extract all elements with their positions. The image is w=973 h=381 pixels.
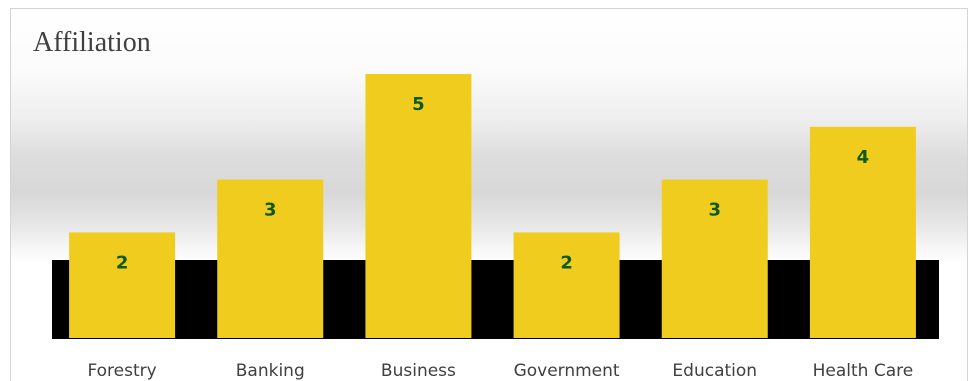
x-tick-label: Forestry bbox=[87, 361, 156, 381]
bar-government bbox=[514, 232, 620, 338]
data-label: 5 bbox=[412, 94, 425, 115]
x-axis-tick-labels: Forestry Banking Business Government Educati… bbox=[87, 361, 913, 381]
bar-forestry bbox=[69, 232, 175, 338]
x-tick-label: Government bbox=[514, 361, 620, 381]
x-tick-label: Business bbox=[381, 361, 456, 381]
x-tick-label: Health Care bbox=[813, 361, 914, 381]
x-tick-label: Education bbox=[672, 361, 757, 381]
x-tick-label: Banking bbox=[236, 361, 305, 381]
data-label: 3 bbox=[264, 200, 277, 221]
floor-band bbox=[52, 260, 939, 339]
data-label: 2 bbox=[116, 252, 129, 273]
data-label: 4 bbox=[857, 147, 870, 168]
data-label: 2 bbox=[560, 252, 573, 273]
data-label: 3 bbox=[708, 200, 721, 221]
